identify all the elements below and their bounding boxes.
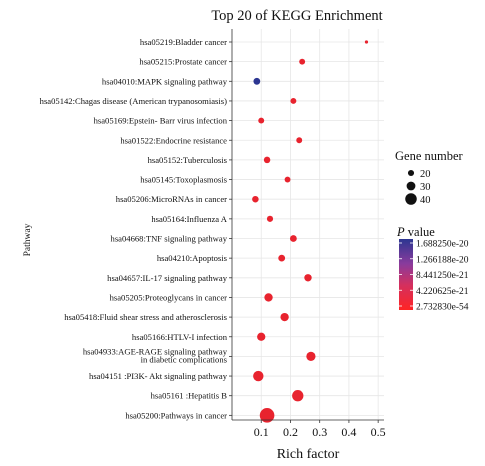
y-tick-label: hsa04210:Apoptosis [157, 253, 228, 263]
data-point [278, 254, 286, 262]
color-legend-title: P value [396, 225, 435, 239]
y-tick-label: hsa04933:AGE-RAGE signaling pathway in di… [83, 346, 228, 364]
data-point [292, 390, 304, 402]
y-tick-label: hsa05152:Tuberculosis [148, 155, 228, 165]
x-tick-label: 0.5 [371, 425, 386, 439]
y-axis-label: Pathway [23, 223, 33, 256]
y-tick-labels: hsa05219:Bladder cancer hsa05215:Prostate… [40, 37, 232, 420]
data-point [306, 351, 316, 361]
data-point [299, 58, 306, 65]
colorbar-label: 8.441250e-21 [416, 271, 469, 281]
y-tick-label: hsa05142:Chagas disease (American trypan… [40, 96, 227, 106]
x-tick-label: 0.1 [254, 425, 269, 439]
y-tick-label: hsa05418:Fluid shear stress and atherosc… [64, 312, 227, 322]
y-tick-label: hsa04151 :PI3K- Akt signaling pathway [89, 371, 228, 381]
size-legend-dot [405, 193, 417, 205]
y-tick-label: hsa05206:MicroRNAs in cancer [116, 194, 227, 204]
colorbar-label: 2.732830e-54 [416, 303, 469, 313]
chart-title: Top 20 of KEGG Enrichment [211, 8, 382, 24]
colorbar-label: 4.220625e-21 [416, 287, 469, 297]
data-point [257, 332, 266, 341]
y-tick-label: hsa04668:TNF signaling pathway [111, 234, 228, 244]
data-point [290, 98, 297, 104]
plot-panel [232, 29, 384, 420]
size-legend-label: 20 [420, 169, 431, 180]
y-tick-label: hsa05200:Pathways in cancer [125, 410, 227, 420]
data-point [252, 195, 259, 203]
y-tick-label: hsa05145:Toxoplasmosis [140, 175, 227, 185]
p-value-rest: value [405, 225, 436, 239]
data-point [258, 117, 265, 124]
data-point [253, 77, 261, 85]
data-point [364, 40, 369, 44]
data-point [263, 156, 271, 164]
data-point [259, 408, 275, 423]
color-legend: P value 1.688250e-20 1.266188e-20 8.441250… [396, 225, 469, 313]
data-point [264, 293, 273, 302]
y-tick-label: hsa04010:MAPK signaling pathway [102, 76, 228, 86]
y-tick-label: hsa05166:HTLV-I infection [132, 332, 228, 342]
colorbar-label: 1.688250e-20 [416, 240, 469, 250]
data-points [252, 40, 369, 423]
size-legend-title: Gene number [395, 149, 464, 163]
size-legend-label: 30 [420, 182, 431, 193]
y-tick-label: hsa05164:Influenza A [151, 214, 227, 224]
x-axis-label: Rich factor [277, 447, 340, 462]
size-legend-dot [406, 181, 416, 191]
data-point [296, 137, 303, 144]
size-legend-dot [407, 169, 415, 177]
data-point [266, 215, 274, 222]
data-point [280, 312, 289, 322]
y-tick-label: hsa05215:Prostate cancer [139, 57, 227, 67]
x-tick-label: 0.4 [341, 425, 356, 439]
y-tick-label: hsa05161 :Hepatitis B [151, 391, 228, 401]
y-tick-label: hsa05205:Proteoglycans in cancer [110, 292, 228, 302]
y-tick-label: hsa01522:Endocrine resistance [120, 135, 227, 145]
y-tick-label: hsa04657:IL-17 signaling pathway [107, 273, 228, 283]
y-tick-label: hsa05219:Bladder cancer [140, 37, 227, 47]
size-legend: Gene number 20 30 40 [395, 149, 464, 206]
data-point [304, 274, 312, 282]
p-value-colorbar [399, 239, 413, 310]
x-tick-label: 0.2 [283, 425, 298, 439]
p-value-italic: P [396, 225, 405, 239]
colorbar-label: 1.266188e-20 [416, 255, 469, 265]
data-point [284, 176, 291, 183]
data-point [289, 235, 297, 242]
y-tick-label: hsa05169:Epstein- Barr virus infection [94, 116, 228, 126]
size-legend-label: 40 [420, 195, 431, 206]
data-point [253, 370, 264, 382]
x-axis: 0.1 0.2 0.3 0.4 0.5 [232, 419, 386, 439]
x-tick-label: 0.3 [312, 425, 327, 439]
